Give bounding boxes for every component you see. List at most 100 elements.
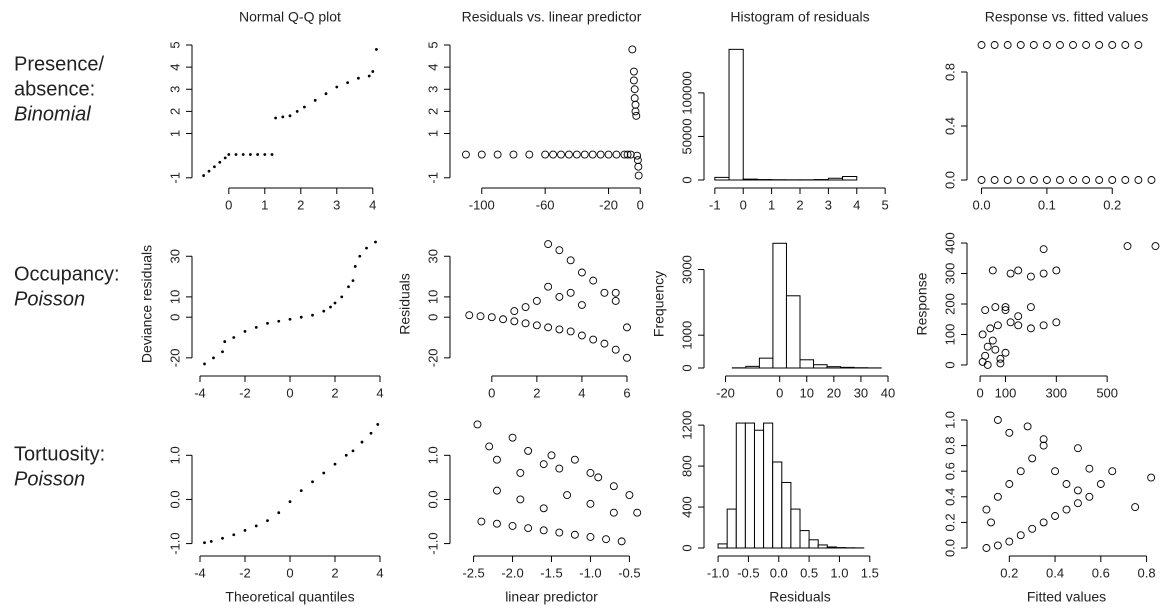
point [344, 453, 348, 457]
point [499, 315, 508, 324]
point [358, 254, 362, 258]
point [633, 151, 642, 160]
y-tick-label: 0.8 [942, 63, 957, 81]
x-tick-label: 30 [854, 385, 868, 400]
y-tick-label: 800 [679, 455, 694, 477]
x-tick-label: -4 [194, 385, 206, 400]
point [212, 356, 215, 360]
point [1052, 318, 1061, 327]
point [1016, 41, 1025, 49]
point [977, 176, 986, 184]
hist-bar [758, 357, 774, 369]
point [274, 116, 277, 120]
point [510, 307, 519, 316]
point [544, 323, 553, 332]
point [299, 489, 303, 493]
point [996, 359, 1005, 368]
point [241, 153, 245, 156]
panel-title: Response vs. fitted values [985, 9, 1148, 25]
point [209, 539, 213, 543]
point [374, 240, 377, 244]
x-tick-label: 0 [976, 385, 983, 400]
y-tick-label: 0.0 [942, 171, 957, 189]
x-tick-label: 5 [882, 197, 889, 212]
point [351, 449, 355, 453]
point [477, 517, 486, 526]
point [256, 153, 259, 156]
point [555, 464, 564, 473]
point [375, 48, 378, 51]
point [990, 41, 999, 49]
x-tick-label: 3 [825, 197, 832, 212]
y-tick-label: 400 [679, 496, 694, 518]
point [1108, 176, 1117, 184]
point [993, 416, 1002, 424]
x-tick-label: 0.1 [1038, 197, 1056, 212]
x-tick-label: -1.0 [579, 565, 601, 580]
point [570, 530, 579, 539]
point [288, 317, 292, 321]
point [631, 100, 640, 109]
x-tick-label: 0 [286, 565, 293, 580]
point [596, 150, 605, 159]
point [493, 150, 502, 159]
point [476, 312, 485, 321]
x-tick-label: 300 [1045, 385, 1067, 400]
point [376, 423, 380, 426]
hist-bar [753, 429, 765, 549]
point [360, 440, 364, 444]
row-label: Tortuosity: [14, 443, 105, 465]
point [516, 469, 525, 477]
y-tick-label: 0 [679, 176, 694, 183]
x-tick-label: 0.5 [800, 565, 818, 580]
point [1085, 492, 1094, 501]
hist-bar [799, 530, 810, 549]
x-tick-label: 6 [623, 385, 630, 400]
point [1039, 245, 1048, 254]
point [367, 74, 371, 78]
point [586, 469, 595, 477]
point [1039, 518, 1048, 527]
hist-bar [842, 176, 858, 181]
y-tick-label: 10 [425, 290, 440, 304]
point [982, 544, 991, 552]
point [555, 292, 564, 301]
x-tick-label: 0.2 [1103, 197, 1121, 212]
y-tick-label: -1 [425, 172, 440, 184]
point [281, 115, 285, 119]
point [586, 533, 595, 541]
y-tick-label: -20 [425, 348, 440, 367]
point [295, 109, 299, 113]
point [510, 317, 519, 326]
y-tick-label: -1 [167, 172, 182, 184]
point [203, 362, 206, 366]
hist-bar [745, 365, 760, 369]
point [1016, 531, 1025, 540]
point [322, 471, 326, 475]
point [570, 455, 579, 464]
point [609, 508, 618, 517]
y-tick-label: 3 [425, 86, 440, 93]
x-tick-label: 0.0 [972, 197, 990, 212]
row-label: absence: [14, 78, 95, 100]
point [270, 153, 274, 156]
point [566, 256, 575, 265]
x-tick-label: 0.0 [770, 565, 788, 580]
y-tick-label: 1 [167, 130, 182, 137]
point [566, 327, 575, 336]
hist-bar [799, 359, 815, 369]
point [1006, 269, 1015, 278]
point [1073, 444, 1082, 453]
x-tick-label: 2 [331, 385, 338, 400]
hist-bar [742, 178, 758, 181]
point [617, 537, 626, 546]
hist-bar [714, 176, 730, 181]
point [516, 495, 525, 504]
point [369, 431, 373, 435]
point [347, 285, 350, 289]
y-axis-label: Residuals [397, 273, 413, 334]
point [266, 321, 269, 325]
point [981, 351, 990, 360]
x-tick-label: -1.5 [540, 565, 562, 580]
point [521, 319, 530, 328]
